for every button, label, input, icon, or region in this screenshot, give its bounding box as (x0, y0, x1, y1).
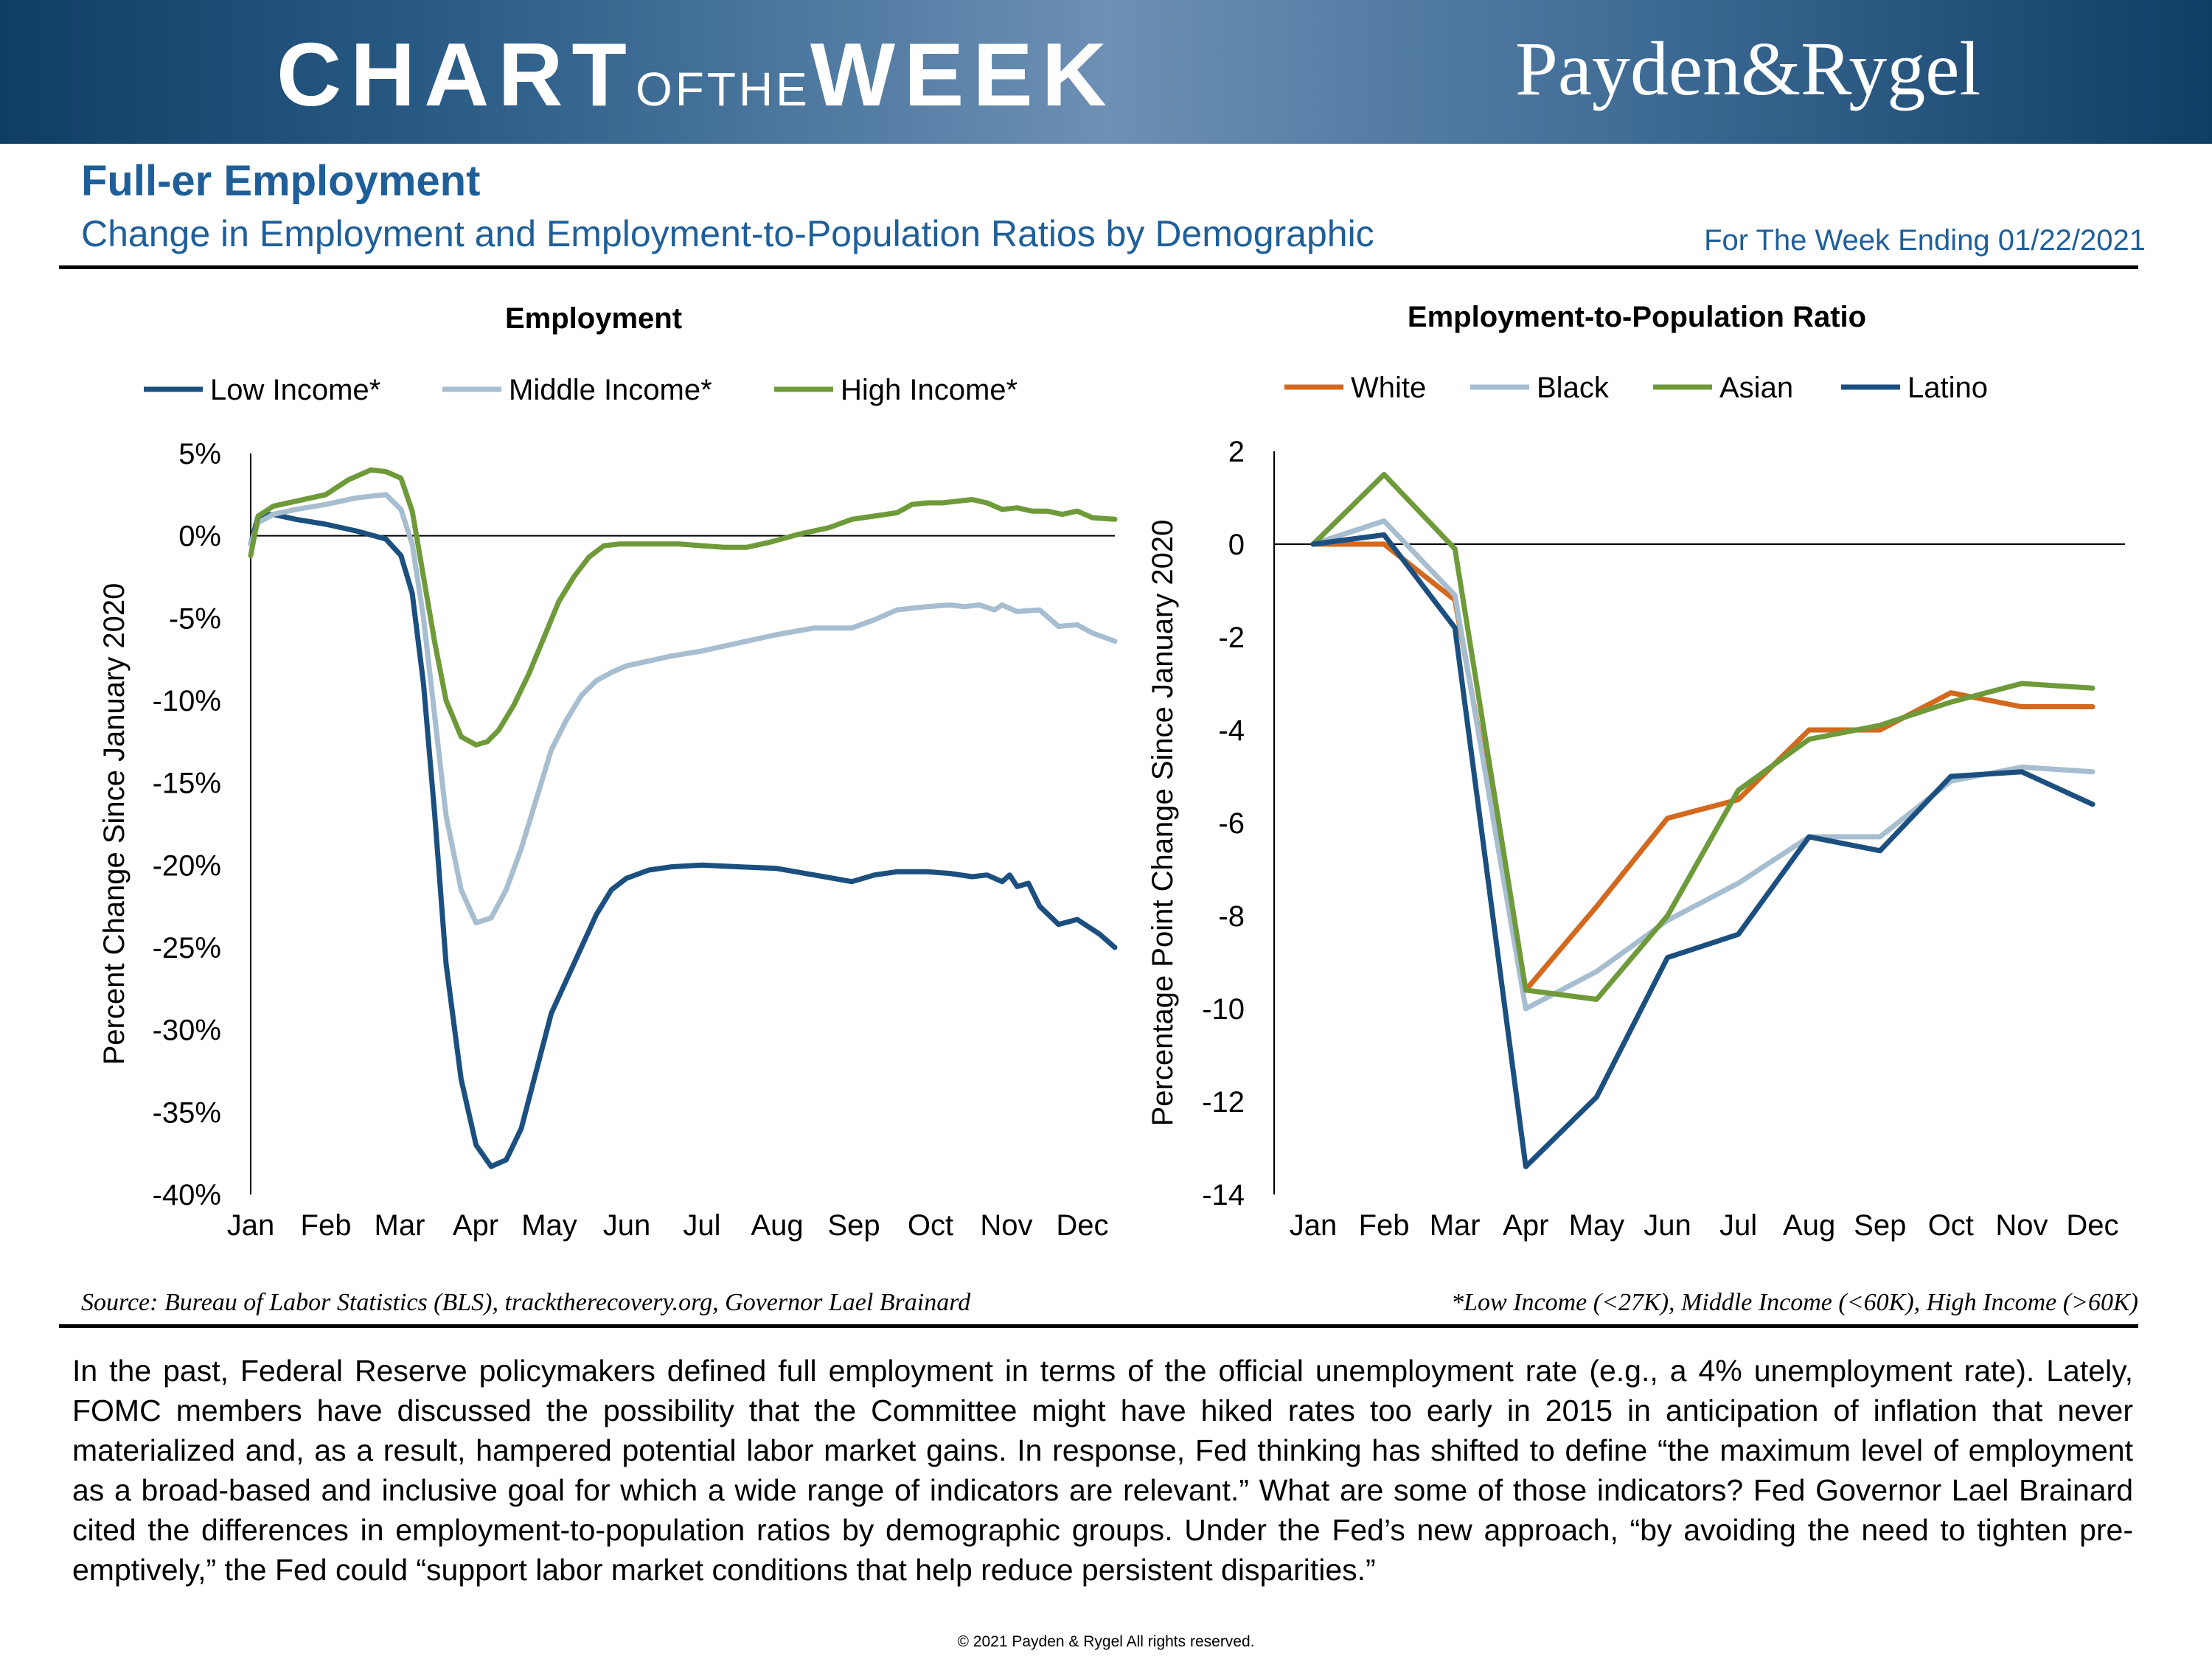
x-tick-label: Aug (751, 1209, 803, 1242)
y-tick-label: 0 (1228, 529, 1245, 561)
x-tick-label: Jan (227, 1209, 275, 1242)
y-tick-label: -5% (169, 602, 221, 635)
legend-label: White (1351, 372, 1426, 404)
y-tick-label: -2 (1218, 622, 1245, 654)
legend-label: Asian (1719, 372, 1793, 404)
legend-label: High Income* (841, 374, 1018, 406)
x-tick-label: Apr (453, 1209, 498, 1242)
chart-of-the-week-logo: CHARTOFTHEWEEK (276, 29, 1116, 134)
x-tick-label: Oct (1928, 1209, 1974, 1242)
chart-title: Employment (505, 302, 682, 335)
x-tick-label: Jun (1644, 1209, 1691, 1242)
charts-area: Employment Percent Change Since January 2… (98, 301, 2125, 1242)
divider-bottom (59, 1324, 2138, 1328)
y-tick-label: -10% (153, 685, 221, 717)
y-tick-label: -10 (1202, 993, 1245, 1026)
y-axis-label: Percentage Point Change Since January 20… (1147, 520, 1179, 1127)
series-line-white (1310, 541, 2096, 993)
x-tick-label: Mar (1430, 1209, 1481, 1242)
brand-chart-text: CHART (276, 24, 636, 125)
y-tick-label: -14 (1202, 1179, 1245, 1211)
source-note: Source: Bureau of Labor Statistics (BLS)… (81, 1289, 971, 1316)
series-line-asian (1310, 472, 2096, 1002)
employment-chart: Employment Percent Change Since January 2… (98, 302, 1118, 1242)
x-tick-label: Feb (1359, 1209, 1410, 1242)
x-tick-label: Dec (2066, 1209, 2118, 1242)
y-tick-label: 5% (178, 438, 221, 470)
y-tick-label: -20% (153, 849, 221, 882)
commentary-paragraph: In the past, Federal Reserve policymaker… (72, 1354, 2133, 1587)
x-tick-label: Jul (1719, 1209, 1757, 1242)
y-tick-label: 2 (1228, 436, 1245, 468)
brand-ofthe-text: OFTHE (635, 63, 810, 116)
series-line-low-income (248, 512, 1118, 1169)
y-tick-label: -25% (153, 932, 221, 964)
x-tick-label: Sep (827, 1209, 880, 1242)
x-tick-label: Sep (1854, 1209, 1906, 1242)
income-footnote: *Low Income (<27K), Middle Income (<60K)… (1451, 1289, 2138, 1316)
y-tick-label: -30% (153, 1015, 221, 1047)
x-tick-label: Mar (375, 1209, 425, 1242)
y-tick-label: -12 (1202, 1086, 1245, 1119)
y-axis-label: Percent Change Since January 2020 (98, 583, 131, 1065)
x-tick-label: May (1569, 1209, 1625, 1242)
header-banner: CHARTOFTHEWEEK Payden&Rygel (0, 0, 2212, 144)
legend-label: Latino (1907, 372, 1988, 404)
series-line-middle-income (248, 492, 1118, 925)
series-line-black (1310, 518, 2096, 1012)
x-tick-label: Nov (1995, 1209, 2048, 1242)
copyright-notice: © 2021 Payden & Rygel All rights reserve… (957, 1633, 1255, 1650)
x-tick-label: Jul (683, 1209, 720, 1242)
brand-week-text: WEEK (810, 24, 1116, 125)
page-subtitle: Change in Employment and Employment-to-P… (81, 213, 1374, 254)
x-tick-label: Feb (301, 1209, 352, 1242)
y-tick-label: -4 (1218, 714, 1245, 747)
x-tick-label: Aug (1783, 1209, 1835, 1242)
legend-label: Black (1537, 372, 1610, 404)
series-line-high-income (248, 467, 1118, 748)
company-logo: Payden&Rygel (1515, 27, 1981, 111)
x-tick-label: May (521, 1209, 577, 1242)
series-line-latino (1310, 532, 2096, 1169)
week-ending-date: For The Week Ending 01/22/2021 (1704, 224, 2146, 257)
legend-label: Low Income* (210, 374, 380, 406)
y-tick-label: -6 (1218, 807, 1245, 840)
x-tick-label: Oct (908, 1209, 953, 1242)
y-tick-label: -35% (153, 1096, 221, 1129)
x-tick-label: Dec (1056, 1209, 1108, 1242)
y-tick-label: -8 (1218, 900, 1245, 933)
divider-top (59, 265, 2138, 269)
y-tick-label: -40% (153, 1179, 221, 1211)
x-tick-label: Nov (980, 1209, 1032, 1242)
x-tick-label: Jan (1290, 1209, 1338, 1242)
y-tick-label: -15% (153, 768, 221, 800)
y-tick-label: 0% (178, 521, 221, 553)
x-tick-label: Apr (1503, 1209, 1548, 1242)
employment-ratio-chart: Employment-to-Population Ratio Percentage… (1147, 301, 2125, 1242)
chart-title: Employment-to-Population Ratio (1408, 301, 1866, 333)
legend-label: Middle Income* (509, 374, 712, 406)
page-title: Full-er Employment (81, 157, 481, 205)
x-tick-label: Jun (603, 1209, 651, 1242)
